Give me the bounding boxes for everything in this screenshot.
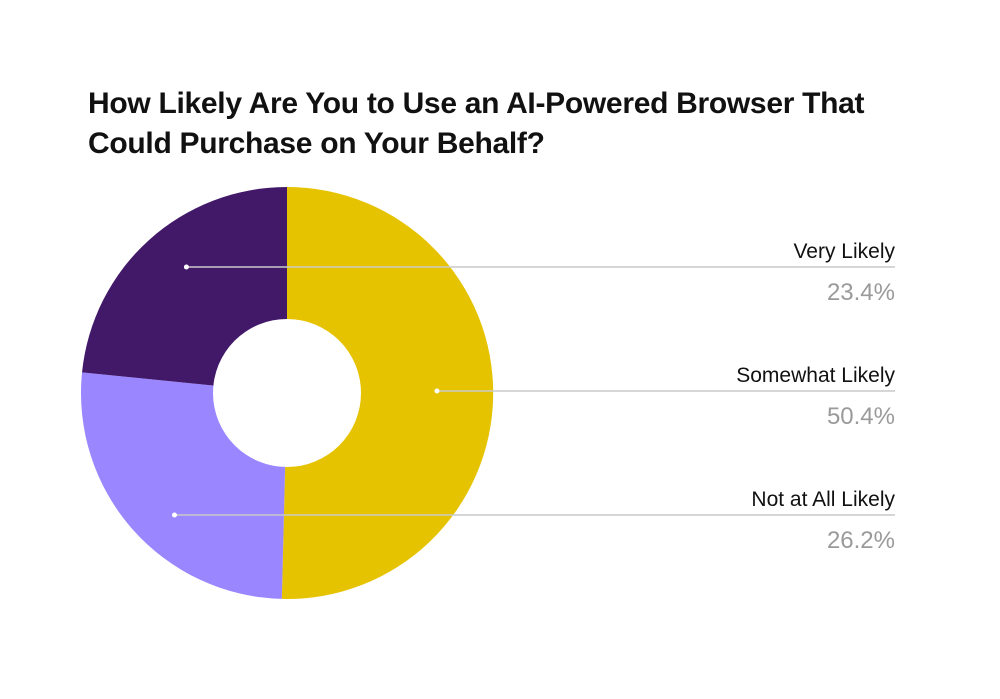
leader-dot-very-likely — [183, 264, 189, 270]
legend-label-not-at-all-likely: Not at All Likely — [751, 488, 895, 511]
legend-label-somewhat-likely: Somewhat Likely — [736, 364, 895, 387]
legend-value-not-at-all-likely: 26.2% — [827, 527, 895, 554]
leader-dot-somewhat-likely — [434, 388, 440, 394]
donut-hole — [213, 319, 361, 467]
chart-title: How Likely Are You to Use an AI-Powered … — [88, 87, 865, 160]
legend-value-somewhat-likely: 50.4% — [827, 403, 895, 430]
leader-lines — [172, 264, 895, 518]
leader-dot-not-at-all-likely — [172, 512, 177, 518]
slice-somewhat-likely — [281, 186, 494, 599]
legend: Very Likely 23.4% Somewhat Likely 50.4% Not … — [736, 240, 895, 554]
legend-label-very-likely: Very Likely — [793, 240, 895, 263]
legend-value-very-likely: 23.4% — [827, 279, 895, 306]
